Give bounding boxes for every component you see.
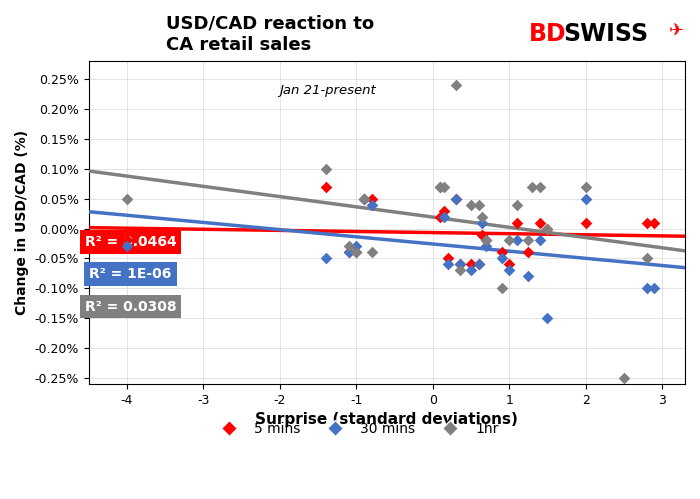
- Point: [473, 260, 484, 268]
- Text: SWISS: SWISS: [564, 22, 649, 46]
- Point: [454, 260, 465, 268]
- Point: [366, 195, 377, 203]
- Point: [580, 195, 592, 203]
- Point: [121, 195, 132, 203]
- Point: [580, 219, 592, 227]
- Point: [511, 201, 522, 209]
- Y-axis label: Change in USD/CAD (%): Change in USD/CAD (%): [15, 130, 29, 315]
- Point: [351, 249, 362, 256]
- Point: [641, 284, 652, 292]
- Point: [523, 237, 534, 245]
- Point: [435, 183, 446, 191]
- Point: [466, 201, 477, 209]
- Point: [121, 237, 132, 245]
- Point: [442, 254, 454, 262]
- Point: [511, 237, 522, 245]
- Point: [503, 237, 514, 245]
- Point: [641, 254, 652, 262]
- Point: [454, 260, 465, 268]
- Point: [466, 266, 477, 274]
- Point: [358, 195, 370, 203]
- Point: [649, 219, 660, 227]
- Point: [481, 237, 492, 245]
- Point: [320, 165, 331, 173]
- Point: [503, 260, 514, 268]
- Point: [366, 249, 377, 256]
- Point: [511, 219, 522, 227]
- Point: [534, 237, 545, 245]
- Point: [477, 231, 488, 239]
- Text: BD: BD: [528, 22, 566, 46]
- Point: [496, 284, 507, 292]
- Point: [439, 213, 450, 221]
- Point: [481, 243, 492, 250]
- Point: [473, 201, 484, 209]
- Point: [477, 219, 488, 227]
- Point: [526, 183, 538, 191]
- Text: R² = 1E-06: R² = 1E-06: [90, 267, 172, 281]
- Point: [496, 249, 507, 256]
- Point: [466, 260, 477, 268]
- Point: [343, 249, 354, 256]
- Point: [450, 195, 461, 203]
- Point: [450, 81, 461, 89]
- Point: [439, 183, 450, 191]
- Point: [351, 243, 362, 250]
- Point: [442, 260, 454, 268]
- Point: [534, 219, 545, 227]
- Text: R² = 0.0308: R² = 0.0308: [85, 299, 176, 313]
- Point: [454, 266, 465, 274]
- Text: R² = 0.0464: R² = 0.0464: [85, 235, 176, 249]
- Point: [366, 201, 377, 209]
- Text: USD/CAD reaction to
CA retail sales: USD/CAD reaction to CA retail sales: [167, 15, 374, 54]
- Point: [121, 243, 132, 250]
- Point: [542, 225, 553, 233]
- Point: [534, 183, 545, 191]
- Point: [450, 195, 461, 203]
- Text: Jan 21-present: Jan 21-present: [279, 83, 376, 96]
- Point: [649, 284, 660, 292]
- Point: [496, 254, 507, 262]
- Point: [523, 249, 534, 256]
- Point: [320, 183, 331, 191]
- Point: [320, 254, 331, 262]
- Point: [641, 219, 652, 227]
- Point: [435, 213, 446, 221]
- Point: [503, 266, 514, 274]
- X-axis label: Surprise (standard deviations): Surprise (standard deviations): [256, 413, 518, 428]
- Point: [477, 213, 488, 221]
- Point: [343, 249, 354, 256]
- Point: [542, 225, 553, 233]
- Point: [618, 374, 629, 382]
- Point: [523, 272, 534, 280]
- Point: [481, 237, 492, 245]
- Point: [358, 195, 370, 203]
- Legend: 5 mins, 30 mins, 1hr: 5 mins, 30 mins, 1hr: [210, 417, 504, 442]
- Point: [343, 243, 354, 250]
- Point: [435, 183, 446, 191]
- Point: [580, 183, 592, 191]
- Text: ✈: ✈: [668, 22, 684, 40]
- Point: [473, 260, 484, 268]
- Point: [439, 207, 450, 215]
- Point: [542, 314, 553, 322]
- Point: [351, 249, 362, 256]
- Point: [358, 195, 370, 203]
